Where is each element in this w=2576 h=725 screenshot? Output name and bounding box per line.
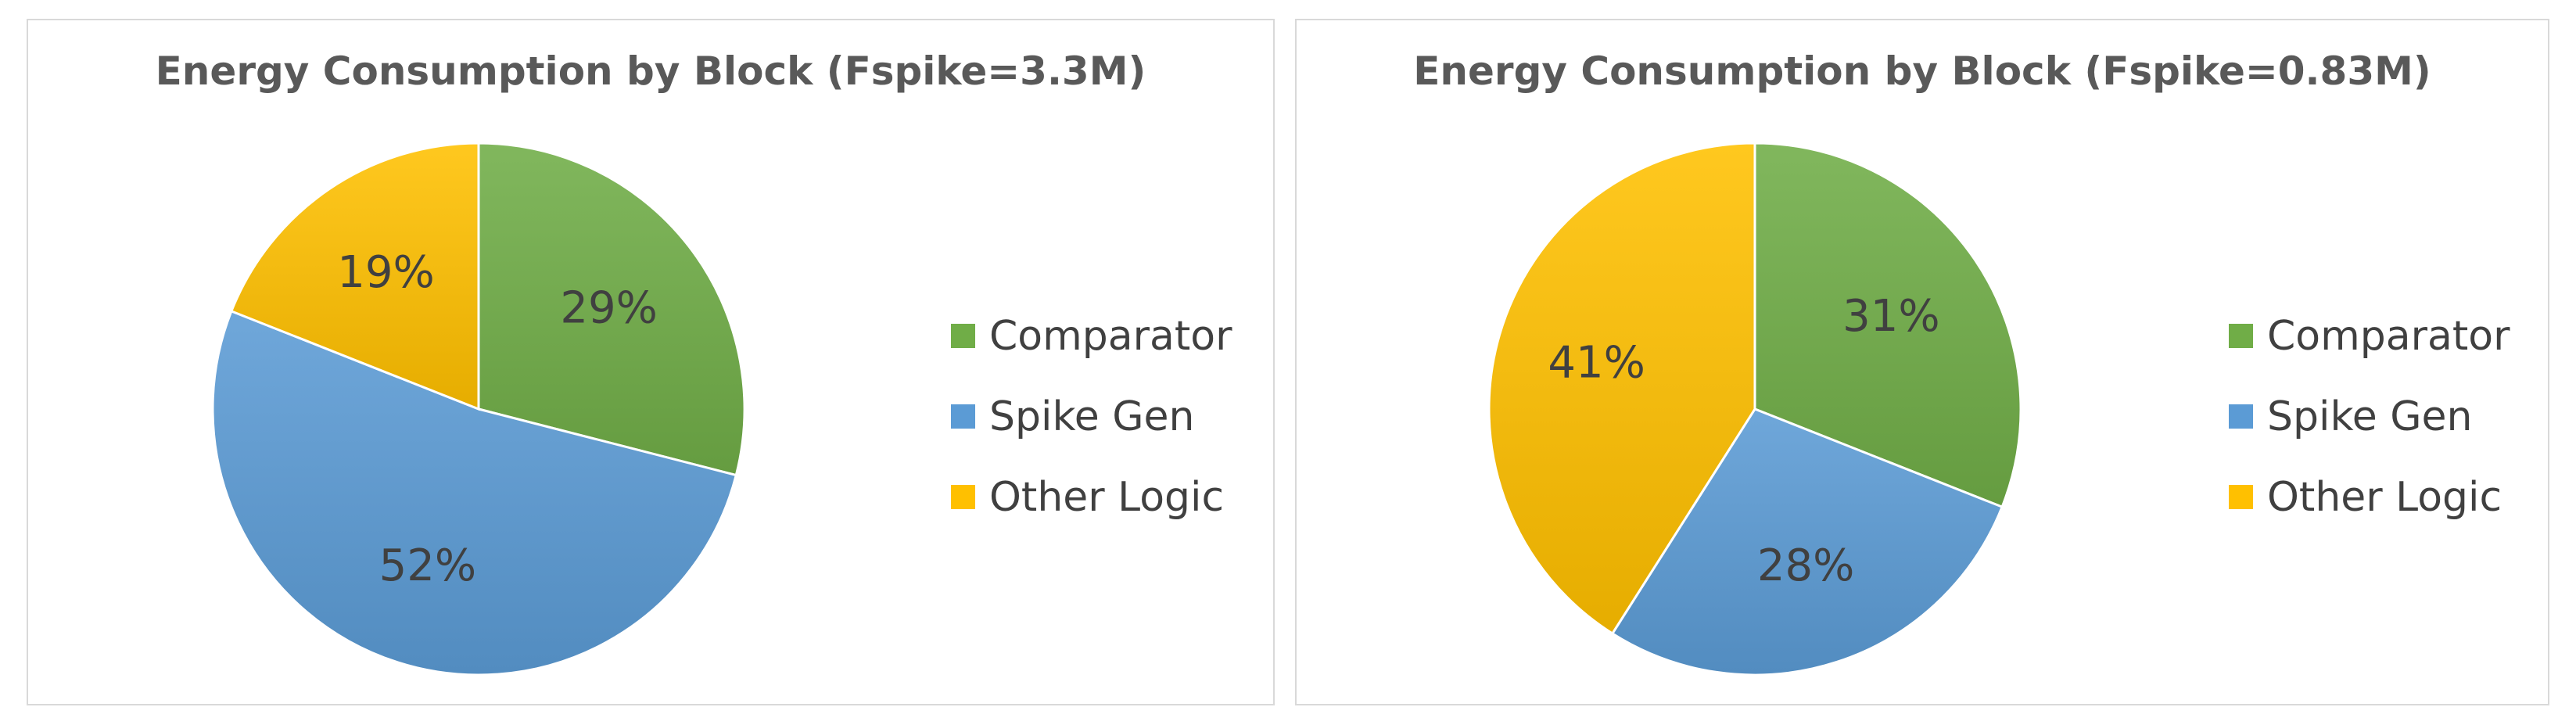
legend: Comparator Spike Gen Other Logic xyxy=(951,296,1232,537)
legend-swatch-spike-gen xyxy=(951,404,975,429)
data-label-other-logic: 41% xyxy=(1548,338,1645,389)
legend-label-comparator: Comparator xyxy=(989,312,1232,360)
legend-label-other-logic: Other Logic xyxy=(989,473,1225,521)
legend-swatch-spike-gen xyxy=(2229,404,2253,429)
data-label-spike-gen: 52% xyxy=(379,540,476,591)
legend-swatch-other-logic xyxy=(951,485,975,509)
pie-slice-spike-gen xyxy=(1610,407,2004,677)
pie-slice-comparator xyxy=(1753,142,2022,509)
legend-swatch-comparator xyxy=(2229,324,2253,348)
data-label-comparator: 31% xyxy=(1842,291,1939,342)
pie-slice-comparator xyxy=(477,142,746,477)
chart-panel-fspike-0-83m: Energy Consumption by Block (Fspike=0.83… xyxy=(1295,19,2549,705)
legend-label-spike-gen: Spike Gen xyxy=(989,393,1195,440)
legend: Comparator Spike Gen Other Logic xyxy=(2229,296,2510,537)
legend-item-spike-gen: Spike Gen xyxy=(2229,376,2510,457)
legend-swatch-other-logic xyxy=(2229,485,2253,509)
data-label-comparator: 29% xyxy=(560,282,657,333)
pie-slice-other-logic xyxy=(1487,142,1756,636)
legend-item-comparator: Comparator xyxy=(2229,296,2510,376)
chart-title: Energy Consumption by Block (Fspike=0.83… xyxy=(1413,48,2431,94)
legend-label-other-logic: Other Logic xyxy=(2267,473,2502,521)
legend-label-comparator: Comparator xyxy=(2267,312,2510,360)
pie-slice-other-logic xyxy=(229,142,480,411)
chart-panel-fspike-3-3m: Energy Consumption by Block (Fspike=3.3M… xyxy=(27,19,1275,705)
legend-item-other-logic: Other Logic xyxy=(2229,457,2510,537)
data-label-spike-gen: 28% xyxy=(1757,540,1854,591)
pie-chart: 29% 52% 19% xyxy=(211,142,746,677)
legend-item-spike-gen: Spike Gen xyxy=(951,376,1232,457)
legend-item-other-logic: Other Logic xyxy=(951,457,1232,537)
data-label-other-logic: 19% xyxy=(337,247,434,298)
legend-swatch-comparator xyxy=(951,324,975,348)
pie-slice-spike-gen xyxy=(211,309,738,677)
legend-item-comparator: Comparator xyxy=(951,296,1232,376)
chart-title: Energy Consumption by Block (Fspike=3.3M… xyxy=(155,48,1146,94)
legend-label-spike-gen: Spike Gen xyxy=(2267,393,2473,440)
pie-chart: 31% 28% 41% xyxy=(1487,142,2022,677)
